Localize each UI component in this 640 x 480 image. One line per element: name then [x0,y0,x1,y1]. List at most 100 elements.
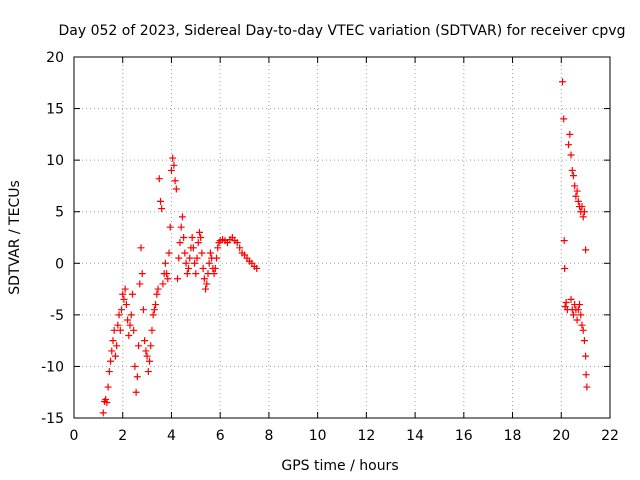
y-axis-label: SDTVAR / TECUs [7,180,23,295]
data-point [132,388,140,396]
data-point [233,239,241,247]
data-point [175,254,183,262]
data-point [202,285,210,293]
data-point [567,295,575,303]
data-point [152,301,160,309]
data-point [143,352,151,360]
x-tick-label: 8 [264,428,273,444]
data-point [578,321,586,329]
data-point [174,275,182,283]
data-point [177,223,185,231]
data-point [176,239,184,247]
x-tick-label: 22 [601,428,619,444]
x-tick-label: 2 [118,428,127,444]
data-point [569,172,577,180]
data-point [146,357,154,365]
data-point [580,337,588,345]
data-point [194,239,202,247]
data-point [566,130,574,138]
y-tick-label: -10 [41,359,64,375]
data-point [183,270,191,278]
data-point [125,331,133,339]
x-tick-label: 12 [357,428,375,444]
data-point [107,357,115,365]
data-point [104,383,112,391]
data-point [210,270,218,278]
data-point [165,249,173,257]
x-tick-label: 16 [455,428,473,444]
data-point [569,311,577,319]
data-point [582,352,590,360]
data-point [139,306,147,314]
data-point [199,264,207,272]
data-point [568,166,576,174]
data-point [567,151,575,159]
x-tick-label: 4 [167,428,176,444]
data-point [166,223,174,231]
data-point [164,275,172,283]
data-point [119,290,127,298]
x-tick-label: 20 [552,428,570,444]
data-point [574,197,582,205]
data-point [128,290,136,298]
data-point [105,368,113,376]
data-point [169,154,177,162]
data-point [583,383,591,391]
x-tick-label: 10 [309,428,327,444]
data-point [204,270,212,278]
y-tick-label: 0 [55,256,64,272]
data-point [148,326,156,334]
data-point [136,280,144,288]
data-point [562,298,570,306]
data-point [573,187,581,195]
data-point [578,203,586,211]
data-point [156,197,164,205]
data-point [579,213,587,221]
data-point [158,205,166,213]
data-point [137,244,145,252]
data-point [565,141,573,149]
data-point [102,395,110,403]
data-point [113,342,121,350]
data-point [582,371,590,379]
data-point [178,213,186,221]
data-point [582,246,590,254]
data-point [571,182,579,190]
y-tick-label: 5 [55,205,64,221]
data-point [236,244,244,252]
y-tick-label: -5 [50,308,64,324]
data-point [147,342,155,350]
data-point [149,311,157,319]
y-tick-label: 10 [46,153,64,169]
data-point [109,337,117,345]
data-point [135,342,143,350]
data-point [180,234,188,241]
data-point [560,115,568,123]
data-point [130,326,138,334]
data-point [197,234,205,241]
x-tick-label: 14 [406,428,424,444]
data-point [131,362,139,370]
data-point [193,254,201,262]
data-point [561,264,569,272]
data-point [186,254,194,262]
data-point [127,311,135,319]
data-point [126,321,134,329]
data-point [577,311,585,319]
data-point [188,234,196,241]
data-point [195,228,203,236]
x-axis-label: GPS time / hours [281,458,398,474]
data-point [150,306,158,314]
data-point [214,244,222,252]
data-point [189,244,197,252]
data-point [115,311,123,319]
data-point [99,409,107,417]
data-point [203,280,211,288]
data-point [118,306,126,314]
data-point [133,373,141,381]
x-tick-label: 18 [504,428,522,444]
x-tick-label: 0 [70,428,79,444]
data-point [153,290,161,298]
data-point [191,259,199,267]
